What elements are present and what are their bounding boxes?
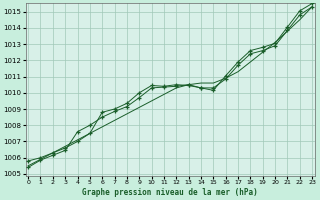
X-axis label: Graphe pression niveau de la mer (hPa): Graphe pression niveau de la mer (hPa) bbox=[82, 188, 258, 197]
